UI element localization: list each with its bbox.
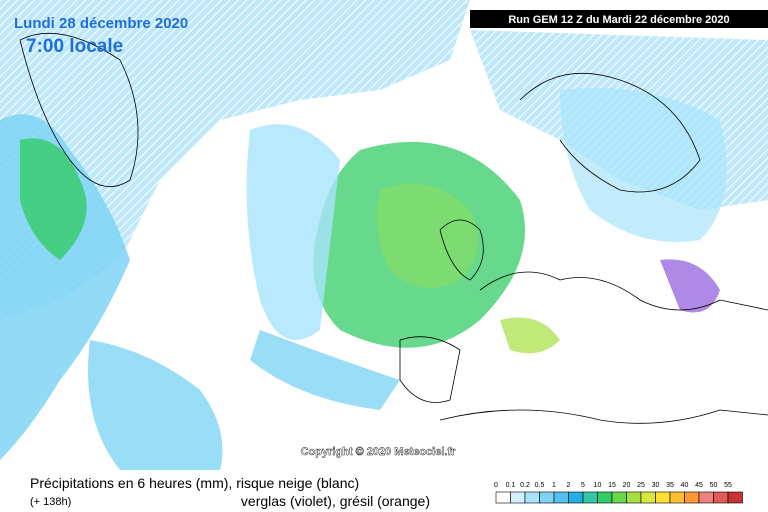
scale-swatch xyxy=(684,491,700,504)
scale-label: 35 xyxy=(666,482,674,489)
scale-label: 1 xyxy=(552,482,556,489)
scale-label: 30 xyxy=(652,482,660,489)
scale-label: 0 xyxy=(494,482,498,489)
copyright: Copyright © 2020 Meteociel.fr xyxy=(301,446,457,458)
run-label: Run GEM 12 Z du Mardi 22 décembre 2020 xyxy=(508,14,729,26)
scale-swatch xyxy=(568,491,584,504)
scale-label: 0.2 xyxy=(520,482,530,489)
scale-swatch xyxy=(669,491,685,504)
scale-swatch xyxy=(510,491,526,504)
scale-label: 5 xyxy=(581,482,585,489)
scale-swatch xyxy=(597,491,613,504)
scale-label: 25 xyxy=(637,482,645,489)
scale-swatch xyxy=(611,491,627,504)
run-banner xyxy=(470,10,768,28)
scale-swatch xyxy=(698,491,714,504)
legend-title: Précipitations en 6 heures (mm), risque … xyxy=(30,475,359,491)
scale-swatch xyxy=(713,491,729,504)
scale-swatch xyxy=(582,491,598,504)
scale-swatch xyxy=(727,491,743,504)
color-scale: 0 0.1 0.2 0.5 1 2 5 10 15 20 25 30 35 40 45 50 55 xyxy=(494,482,743,504)
scale-label: 2 xyxy=(567,482,571,489)
scale-label: 40 xyxy=(681,482,689,489)
legend-subtitle: verglas (violet), grésil (orange) xyxy=(241,493,430,509)
scale-label: 0.1 xyxy=(506,482,516,489)
time-label: 7:00 locale xyxy=(26,36,123,57)
scale-swatch xyxy=(655,491,671,504)
scale-label: 15 xyxy=(608,482,616,489)
scale-label: 10 xyxy=(594,482,602,489)
scale-label: 45 xyxy=(695,482,703,489)
date-label: Lundi 28 décembre 2020 xyxy=(14,15,188,32)
coastlines xyxy=(19,32,768,424)
scale-label: 50 xyxy=(710,482,718,489)
scale-label: 0.5 xyxy=(535,482,545,489)
legend-panel xyxy=(0,470,768,512)
scale-swatch xyxy=(640,491,656,504)
scale-label: 55 xyxy=(724,482,732,489)
legend-offset: (+ 138h) xyxy=(30,496,71,508)
scale-swatch xyxy=(524,491,540,504)
scale-label: 20 xyxy=(623,482,631,489)
precipitation xyxy=(0,0,768,470)
scale-swatch xyxy=(495,491,511,504)
scale-swatch xyxy=(626,491,642,504)
scale-swatch xyxy=(539,491,555,504)
scale-swatch xyxy=(553,491,569,504)
